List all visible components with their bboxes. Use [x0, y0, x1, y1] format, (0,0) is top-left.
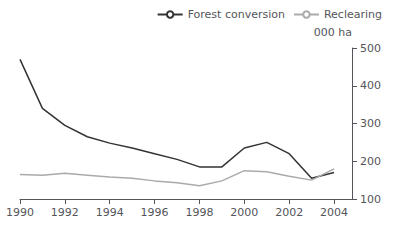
svg-text:2002: 2002 — [275, 206, 303, 219]
svg-text:100: 100 — [360, 193, 381, 206]
svg-text:Reclearing: Reclearing — [324, 8, 382, 21]
svg-text:500: 500 — [360, 42, 381, 55]
svg-text:1998: 1998 — [185, 206, 213, 219]
svg-text:200: 200 — [360, 155, 381, 168]
svg-text:300: 300 — [360, 117, 381, 130]
svg-text:1992: 1992 — [51, 206, 79, 219]
svg-text:2000: 2000 — [230, 206, 258, 219]
svg-text:2004: 2004 — [320, 206, 348, 219]
svg-text:1990: 1990 — [6, 206, 34, 219]
svg-text:1996: 1996 — [141, 206, 169, 219]
svg-text:1994: 1994 — [96, 206, 124, 219]
svg-text:000 ha: 000 ha — [314, 26, 352, 39]
svg-text:400: 400 — [360, 79, 381, 92]
svg-text:Forest conversion: Forest conversion — [188, 8, 285, 21]
